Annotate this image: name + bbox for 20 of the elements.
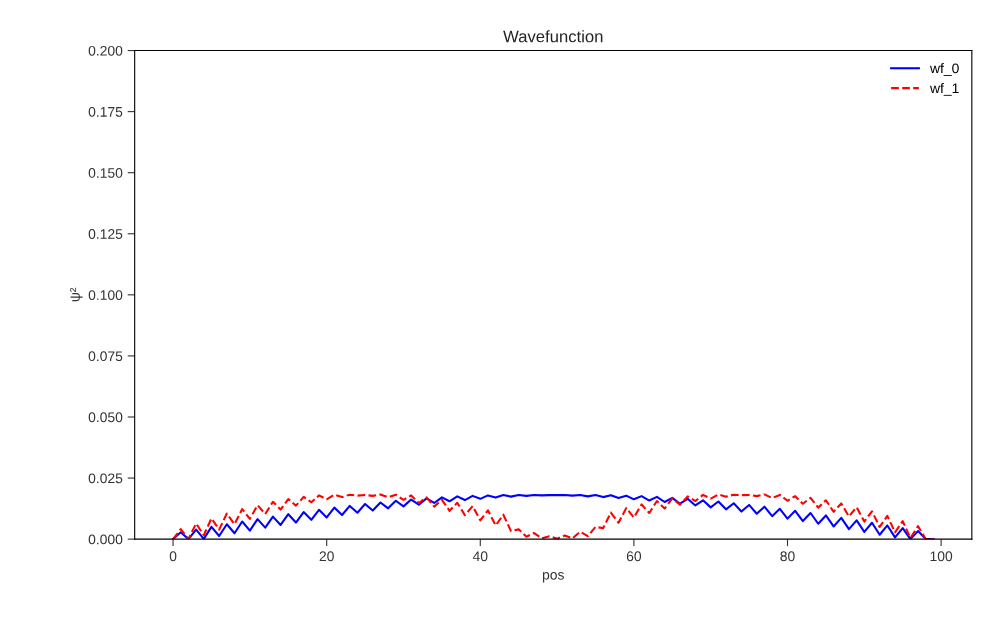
legend-label: wf_0 — [929, 63, 959, 76]
x-tick-label: 20 — [319, 551, 334, 562]
x-tick-label: 60 — [626, 551, 642, 562]
y-tick-label: 0.025 — [88, 473, 123, 484]
x-tick-label: 0 — [169, 551, 177, 562]
y-tick-label: 0.175 — [88, 106, 123, 117]
y-tick-label: 0.075 — [88, 351, 123, 362]
y-tick-label: 0.100 — [88, 290, 123, 301]
y-tick-label: 0.200 — [88, 45, 123, 56]
y-tick-label: 0.150 — [88, 168, 123, 178]
x-tick-label: 40 — [472, 551, 488, 562]
y-tick-label: 0.000 — [88, 534, 123, 545]
y-axis-title: ψ² — [70, 287, 83, 302]
legend-label: wf_1 — [929, 82, 959, 96]
x-tick-label: 80 — [780, 551, 795, 562]
y-tick-label: 0.050 — [88, 412, 123, 423]
x-axis-title: pos — [542, 572, 564, 583]
y-tick-label: 0.125 — [88, 229, 123, 239]
x-tick-label: 100 — [930, 551, 953, 562]
chart-title: Wavefunction — [503, 30, 603, 43]
